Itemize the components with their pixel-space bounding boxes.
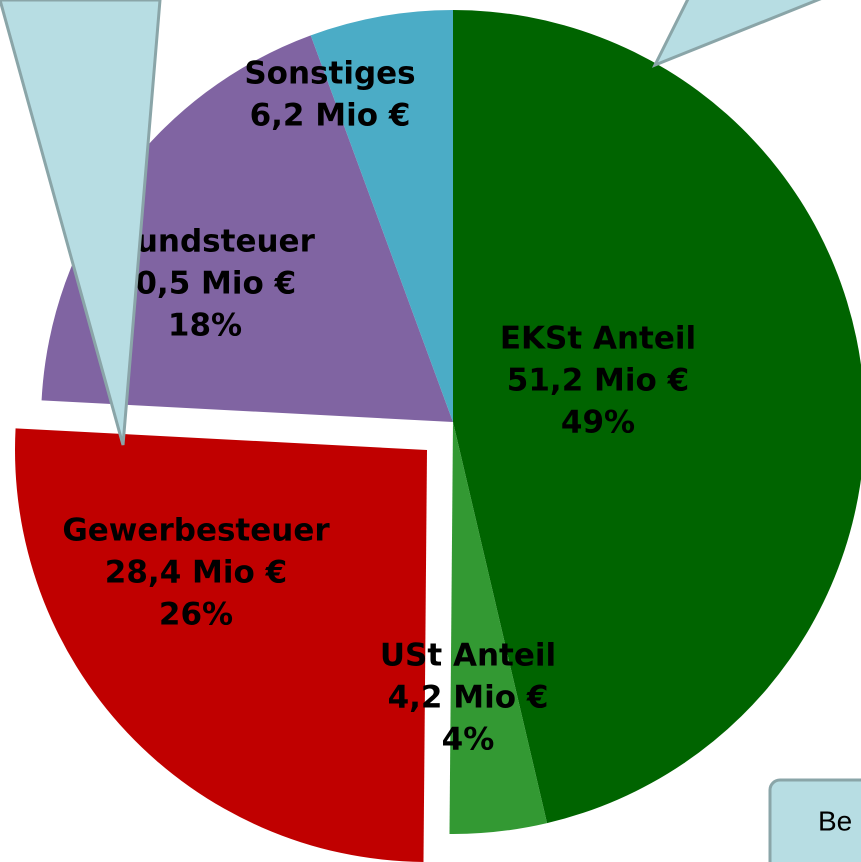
- slice-label: 4,2 Mio €: [388, 680, 549, 716]
- slice-label: 28,4 Mio €: [105, 555, 287, 591]
- pie: [15, 10, 861, 862]
- slice-label: 4%: [442, 722, 495, 758]
- slice-label: 26%: [159, 597, 233, 633]
- pie-slice: [15, 428, 428, 862]
- slice-label: EKSt Anteil: [500, 321, 696, 357]
- slice-label: 51,2 Mio €: [507, 363, 689, 399]
- slice-label: USt Anteil: [380, 638, 556, 674]
- callout-box: [768, 778, 861, 862]
- pie-slice: [310, 10, 453, 422]
- callout-pointer: [0, 0, 162, 446]
- slice-label: 49%: [561, 405, 635, 441]
- pie-slice: [453, 10, 861, 824]
- slice-label: 20,5 Mio €: [114, 266, 296, 302]
- slice-label: Gewerbesteuer: [62, 513, 330, 549]
- callout-pointer: [651, 0, 822, 68]
- slice-label: Sonstiges: [244, 56, 415, 92]
- slice-label: 18%: [168, 308, 242, 344]
- slice-label: 6,2 Mio €: [250, 98, 411, 134]
- pie-slice: [41, 35, 453, 423]
- callout-text: Be: [818, 805, 852, 836]
- labels: EKSt Anteil 51,2 Mio € 49% USt Anteil 4,2 Mi…: [62, 56, 696, 758]
- pie-slice: [449, 422, 548, 834]
